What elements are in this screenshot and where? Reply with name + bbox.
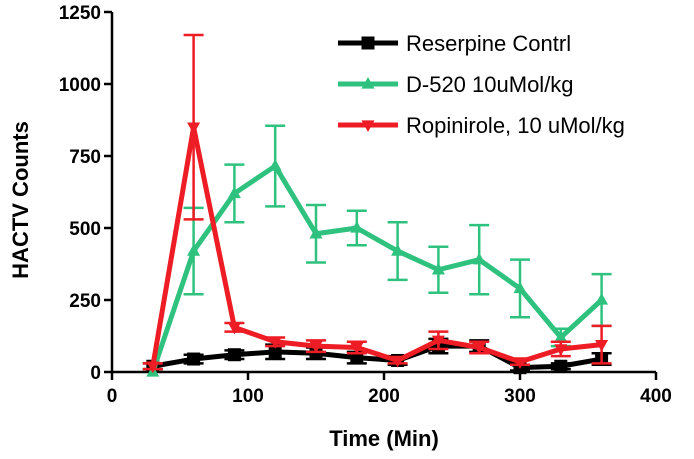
data-point	[554, 344, 568, 356]
data-point	[391, 244, 405, 256]
data-point	[268, 345, 282, 359]
data-point	[595, 339, 609, 352]
data-point	[554, 330, 568, 343]
series-layer	[142, 33, 612, 377]
data-point	[431, 262, 445, 275]
data-point	[595, 292, 609, 305]
y-tick-label: 750	[69, 147, 101, 168]
data-point	[350, 342, 364, 355]
data-point	[227, 322, 241, 335]
legend-item: Ropinirole, 10 uMol/kg	[338, 113, 625, 138]
series-2	[142, 33, 612, 374]
x-tick-label: 300	[504, 386, 536, 407]
legend-item: D-520 10uMol/kg	[338, 72, 574, 97]
x-tick-label: 100	[232, 386, 264, 407]
data-point	[187, 352, 201, 366]
y-tick-label: 1250	[59, 3, 101, 24]
legend-label: Ropinirole, 10 uMol/kg	[406, 113, 625, 138]
x-axis-title: Time (Min)	[329, 426, 439, 451]
x-tick-label: 400	[640, 386, 672, 407]
legend-marker	[361, 36, 375, 50]
data-point	[187, 122, 201, 135]
data-point	[472, 252, 486, 265]
series-line	[150, 124, 602, 367]
data-point	[554, 359, 568, 373]
series-1	[146, 124, 612, 377]
y-tick-label: 1000	[59, 75, 101, 96]
data-point	[268, 337, 282, 349]
legend-marker	[361, 76, 375, 89]
x-tick-label: 0	[107, 386, 118, 407]
legend: Reserpine Contrl D-520 10uMol/kg Ropinirol…	[338, 31, 625, 138]
series-line	[152, 343, 603, 371]
legend-label: Reserpine Contrl	[406, 31, 571, 56]
legend-marker	[361, 120, 375, 133]
data-point	[350, 220, 364, 233]
y-tick-label: 500	[69, 219, 101, 240]
data-point	[187, 244, 201, 256]
y-ticks: 0 250 500 750 1000 1250	[59, 3, 112, 384]
legend-item: Reserpine Contrl	[338, 31, 571, 56]
y-tick-label: 0	[90, 363, 101, 384]
data-point	[391, 355, 405, 368]
data-point	[513, 357, 527, 369]
x-ticks: 0 100 200 300 400	[107, 372, 672, 407]
data-point	[431, 335, 445, 348]
data-point	[146, 361, 160, 374]
data-point	[227, 348, 241, 362]
y-tick-label: 250	[69, 291, 101, 312]
x-tick-label: 200	[368, 386, 400, 407]
data-point	[513, 281, 527, 294]
data-point	[309, 341, 323, 354]
y-axis-title: HACTV Counts	[8, 121, 33, 279]
data-point	[268, 159, 282, 171]
axes: 0 100 200 300 400 0 250 500 750 1000 1250	[59, 3, 672, 407]
data-point	[227, 186, 241, 199]
data-point	[309, 226, 323, 239]
legend-label: D-520 10uMol/kg	[406, 72, 574, 97]
data-point	[472, 342, 486, 355]
data-point	[309, 346, 323, 360]
series-line	[150, 163, 604, 373]
